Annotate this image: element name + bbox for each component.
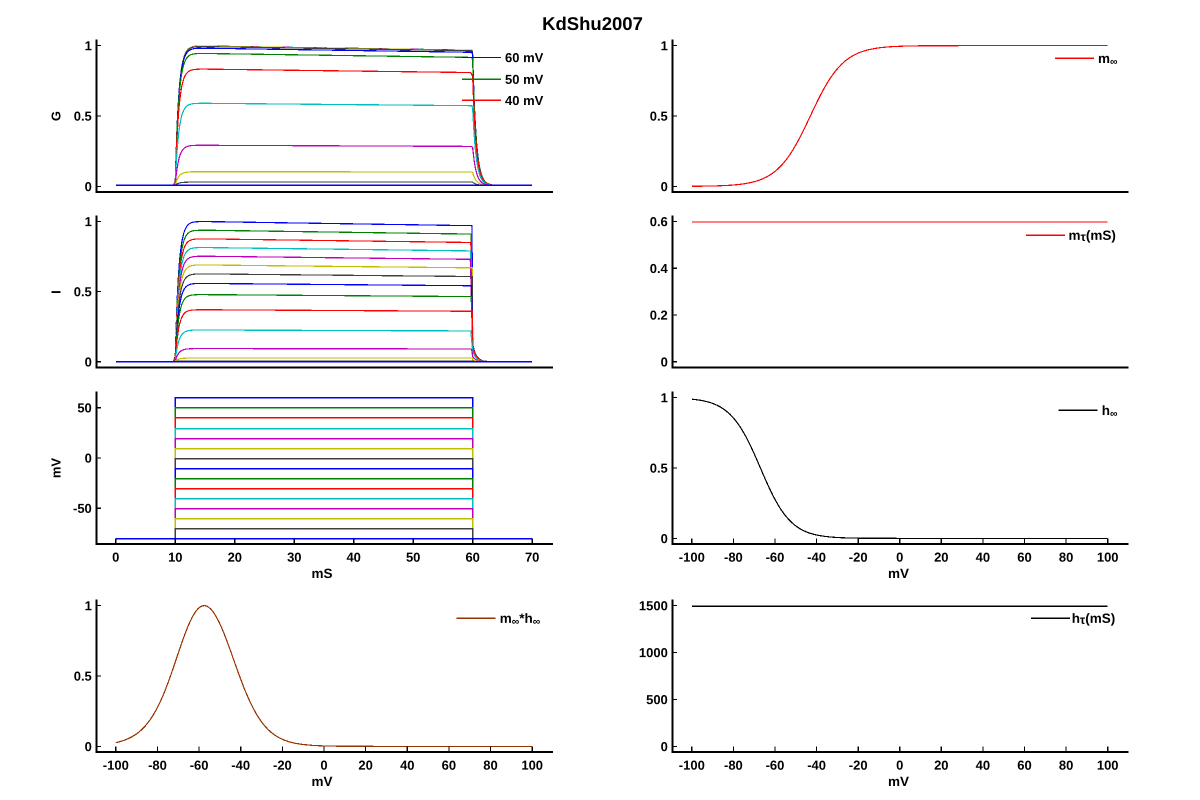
svg-text:-80: -80 bbox=[724, 550, 743, 565]
svg-text:-60: -60 bbox=[766, 758, 785, 773]
svg-text:-60: -60 bbox=[766, 550, 785, 565]
svg-text:mV: mV bbox=[311, 774, 332, 789]
svg-text:100: 100 bbox=[1097, 550, 1119, 565]
svg-text:100: 100 bbox=[521, 758, 543, 773]
svg-text:60: 60 bbox=[442, 758, 456, 773]
svg-text:-80: -80 bbox=[148, 758, 167, 773]
svg-text:-60: -60 bbox=[190, 758, 209, 773]
svg-text:10: 10 bbox=[168, 550, 182, 565]
svg-text:-80: -80 bbox=[724, 758, 743, 773]
svg-text:1: 1 bbox=[85, 38, 92, 53]
svg-text:-20: -20 bbox=[849, 758, 868, 773]
svg-text:0: 0 bbox=[661, 179, 668, 194]
svg-text:0: 0 bbox=[661, 739, 668, 754]
svg-text:40 mV: 40 mV bbox=[505, 93, 544, 108]
svg-text:0: 0 bbox=[896, 550, 903, 565]
svg-text:G: G bbox=[49, 111, 64, 121]
svg-text:0: 0 bbox=[112, 550, 119, 565]
svg-text:mV: mV bbox=[888, 566, 909, 581]
svg-text:100: 100 bbox=[1097, 758, 1119, 773]
svg-text:-100: -100 bbox=[679, 550, 705, 565]
svg-text:40: 40 bbox=[976, 550, 990, 565]
svg-text:1: 1 bbox=[661, 38, 668, 53]
svg-text:50: 50 bbox=[77, 400, 91, 415]
svg-text:0.5: 0.5 bbox=[74, 284, 92, 299]
svg-text:-20: -20 bbox=[273, 758, 292, 773]
svg-text:20: 20 bbox=[358, 758, 372, 773]
svg-text:0.5: 0.5 bbox=[650, 461, 668, 476]
svg-text:500: 500 bbox=[646, 692, 668, 707]
svg-text:mS: mS bbox=[311, 566, 332, 581]
svg-text:0: 0 bbox=[85, 451, 92, 466]
svg-text:20: 20 bbox=[934, 550, 948, 565]
svg-text:mτ(mS): mτ(mS) bbox=[1068, 228, 1115, 244]
svg-text:-100: -100 bbox=[103, 758, 129, 773]
svg-text:1000: 1000 bbox=[639, 645, 668, 660]
svg-text:40: 40 bbox=[346, 550, 360, 565]
svg-text:60: 60 bbox=[1017, 550, 1031, 565]
svg-text:0.2: 0.2 bbox=[650, 308, 668, 323]
svg-text:1500: 1500 bbox=[639, 598, 668, 613]
svg-text:80: 80 bbox=[483, 758, 497, 773]
svg-text:KdShu2007: KdShu2007 bbox=[542, 13, 643, 34]
svg-text:-40: -40 bbox=[807, 550, 826, 565]
svg-text:0.6: 0.6 bbox=[650, 214, 668, 229]
svg-text:0.5: 0.5 bbox=[74, 109, 92, 124]
svg-text:0: 0 bbox=[661, 354, 668, 369]
svg-text:40: 40 bbox=[976, 758, 990, 773]
svg-text:I: I bbox=[49, 290, 64, 294]
svg-text:0.5: 0.5 bbox=[74, 669, 92, 684]
svg-text:70: 70 bbox=[525, 550, 539, 565]
svg-text:mV: mV bbox=[49, 458, 64, 479]
svg-text:1: 1 bbox=[661, 390, 668, 405]
svg-text:60: 60 bbox=[465, 550, 479, 565]
svg-text:-40: -40 bbox=[807, 758, 826, 773]
svg-text:0.5: 0.5 bbox=[650, 109, 668, 124]
svg-text:1: 1 bbox=[85, 214, 92, 229]
svg-text:0: 0 bbox=[320, 758, 327, 773]
svg-text:50 mV: 50 mV bbox=[505, 72, 544, 87]
svg-text:-100: -100 bbox=[679, 758, 705, 773]
svg-text:20: 20 bbox=[934, 758, 948, 773]
svg-text:0.4: 0.4 bbox=[650, 261, 669, 276]
svg-text:0: 0 bbox=[85, 739, 92, 754]
svg-text:1: 1 bbox=[85, 598, 92, 613]
svg-text:80: 80 bbox=[1059, 550, 1073, 565]
svg-text:0: 0 bbox=[85, 179, 92, 194]
svg-text:60 mV: 60 mV bbox=[505, 50, 544, 65]
svg-text:40: 40 bbox=[400, 758, 414, 773]
svg-text:-50: -50 bbox=[73, 501, 92, 516]
svg-text:60: 60 bbox=[1017, 758, 1031, 773]
svg-text:80: 80 bbox=[1059, 758, 1073, 773]
svg-text:m∞: m∞ bbox=[1098, 51, 1118, 68]
svg-text:m∞*h∞: m∞*h∞ bbox=[500, 611, 541, 628]
svg-text:-20: -20 bbox=[849, 550, 868, 565]
svg-text:mV: mV bbox=[888, 774, 909, 789]
svg-text:20: 20 bbox=[228, 550, 242, 565]
svg-text:50: 50 bbox=[406, 550, 420, 565]
svg-text:30: 30 bbox=[287, 550, 301, 565]
svg-text:0: 0 bbox=[85, 354, 92, 369]
svg-text:h∞: h∞ bbox=[1102, 403, 1118, 420]
svg-text:0: 0 bbox=[896, 758, 903, 773]
svg-text:0: 0 bbox=[661, 531, 668, 546]
svg-text:-40: -40 bbox=[231, 758, 250, 773]
svg-text:hτ(mS): hτ(mS) bbox=[1072, 611, 1116, 627]
